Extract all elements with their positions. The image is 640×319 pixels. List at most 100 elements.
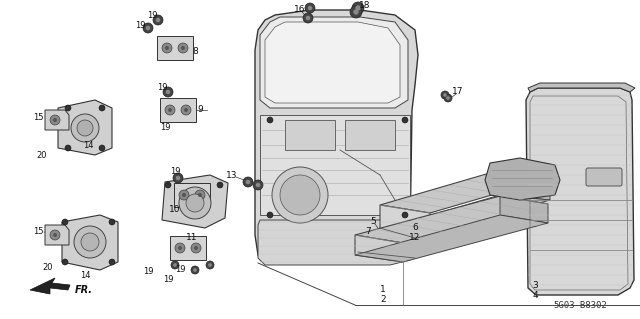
Circle shape [305,3,315,13]
Text: 7: 7 [365,227,371,236]
Circle shape [171,261,179,269]
Circle shape [402,212,408,218]
Text: 17: 17 [452,87,464,97]
Circle shape [186,194,204,212]
Polygon shape [528,83,635,92]
Text: 14: 14 [83,140,93,150]
Polygon shape [380,205,430,235]
Circle shape [181,105,191,115]
Circle shape [443,93,447,97]
Circle shape [62,259,68,265]
Text: 19: 19 [160,123,170,132]
Circle shape [243,177,253,187]
Circle shape [402,117,408,123]
Circle shape [272,167,328,223]
Text: 12: 12 [410,234,420,242]
Circle shape [65,105,71,111]
Circle shape [280,175,320,215]
Circle shape [62,219,68,225]
Text: 5: 5 [370,218,376,226]
Circle shape [191,243,201,253]
Text: 19: 19 [170,167,180,176]
Polygon shape [380,170,550,213]
Circle shape [168,108,172,112]
Circle shape [352,2,364,14]
Polygon shape [500,170,550,200]
Polygon shape [174,183,210,207]
Circle shape [178,43,188,53]
Polygon shape [258,220,410,265]
Circle shape [163,87,173,97]
Circle shape [179,190,189,200]
Text: 18: 18 [359,1,371,10]
Polygon shape [260,115,410,215]
Circle shape [208,263,212,267]
Text: 10: 10 [169,205,180,214]
Circle shape [146,26,150,30]
Circle shape [81,233,99,251]
Polygon shape [260,17,408,108]
Polygon shape [500,196,548,223]
Circle shape [181,46,185,50]
Bar [285,120,335,150]
Text: 8: 8 [192,48,198,56]
Text: 19: 19 [147,11,157,19]
Circle shape [165,46,169,50]
Circle shape [162,43,172,53]
Circle shape [217,182,223,188]
Polygon shape [355,235,403,262]
Text: 14: 14 [80,271,90,279]
Text: 1: 1 [380,286,386,294]
Polygon shape [157,36,193,60]
Text: 20: 20 [43,263,53,272]
Circle shape [173,263,177,267]
Circle shape [184,108,188,112]
Circle shape [350,6,362,18]
Polygon shape [526,88,634,295]
Circle shape [176,176,180,180]
Circle shape [50,115,60,125]
Text: 19: 19 [163,276,173,285]
Circle shape [53,118,57,122]
Circle shape [50,230,60,240]
Circle shape [165,182,171,188]
Circle shape [191,266,199,274]
Text: 5G03-B8302: 5G03-B8302 [553,300,607,309]
Circle shape [65,145,71,151]
Circle shape [99,105,105,111]
Circle shape [441,91,449,99]
Circle shape [194,246,198,250]
Polygon shape [30,278,70,294]
Text: 3: 3 [532,281,538,291]
Polygon shape [355,215,548,262]
Text: 20: 20 [36,151,47,160]
Text: 9: 9 [197,106,203,115]
Circle shape [444,94,452,102]
Polygon shape [380,195,550,235]
Circle shape [206,261,214,269]
Text: 15: 15 [33,113,44,122]
Text: 15: 15 [33,227,44,236]
Circle shape [353,9,358,15]
Text: 11: 11 [186,234,198,242]
Circle shape [253,180,263,190]
Polygon shape [265,22,400,103]
Polygon shape [355,196,548,243]
Polygon shape [45,225,69,245]
Circle shape [109,259,115,265]
Polygon shape [162,175,228,228]
Polygon shape [255,10,418,263]
Circle shape [306,16,310,20]
Circle shape [195,190,205,200]
Circle shape [99,145,105,151]
Circle shape [193,268,197,272]
Circle shape [178,246,182,250]
Polygon shape [45,110,69,130]
Text: 19: 19 [175,265,185,275]
Text: 4: 4 [532,292,538,300]
Circle shape [182,193,186,197]
Circle shape [153,15,163,25]
Polygon shape [170,236,206,260]
Polygon shape [485,158,560,200]
Circle shape [143,23,153,33]
